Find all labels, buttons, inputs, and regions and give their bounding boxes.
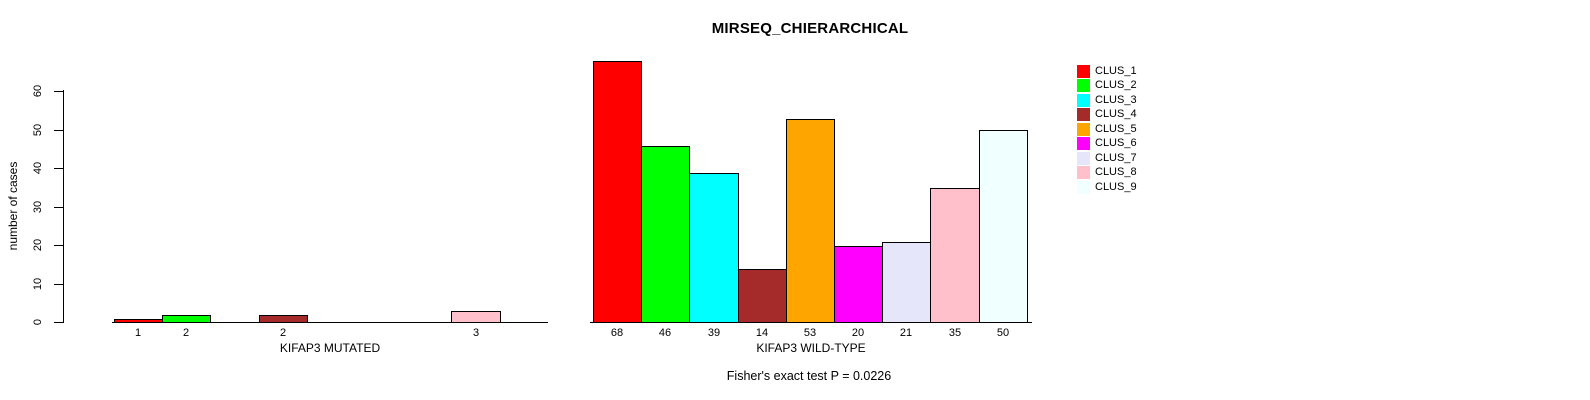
y-tick — [54, 130, 63, 131]
legend-label: CLUS_2 — [1095, 79, 1137, 92]
x-axis-title-mutated: KIFAP3 MUTATED — [279, 341, 381, 355]
legend-row-clus_4: CLUS_4 — [1077, 108, 1137, 123]
legend-label: CLUS_9 — [1095, 180, 1137, 193]
bar-label-mutated-clus_8: 3 — [472, 327, 480, 339]
legend-swatch-clus_3 — [1077, 93, 1090, 107]
legend-swatch-clus_9 — [1077, 180, 1090, 194]
legend-row-clus_1: CLUS_1 — [1077, 64, 1137, 79]
legend-row-clus_8: CLUS_8 — [1077, 166, 1137, 181]
legend-label: CLUS_7 — [1095, 151, 1137, 164]
bar-label-wildtype-clus_7: 21 — [899, 327, 913, 339]
bar-label-mutated-clus_2: 2 — [182, 327, 190, 339]
bar-label-wildtype-clus_2: 46 — [658, 327, 672, 339]
fisher-test-note: Fisher's exact test P = 0.0226 — [726, 369, 892, 383]
bar-label-wildtype-clus_4: 14 — [755, 327, 769, 339]
legend-swatch-clus_5 — [1077, 122, 1090, 136]
y-tick — [54, 207, 63, 208]
y-tick — [54, 91, 63, 92]
bar-label-wildtype-clus_9: 50 — [996, 327, 1010, 339]
chart-title: MIRSEQ_CHIERARCHICAL — [711, 20, 909, 37]
bar-label-wildtype-clus_8: 35 — [948, 327, 962, 339]
bar-wildtype-clus_6 — [834, 246, 883, 323]
bar-label-wildtype-clus_1: 68 — [610, 327, 624, 339]
bar-wildtype-clus_9 — [979, 130, 1028, 323]
legend: CLUS_1 CLUS_2 CLUS_3 CLUS_4 CLUS_5 CLUS_6 CLUS… — [1077, 64, 1137, 195]
bar-label-mutated-clus_4: 2 — [279, 327, 287, 339]
bar-mutated-clus_1 — [114, 319, 163, 323]
y-tick — [54, 245, 63, 246]
legend-swatch-clus_1 — [1077, 64, 1090, 78]
x-axis-title-wildtype: KIFAP3 WILD-TYPE — [756, 341, 866, 355]
legend-row-clus_3: CLUS_3 — [1077, 93, 1137, 108]
bar-label-mutated-clus_1: 1 — [134, 327, 142, 339]
bar-label-wildtype-clus_5: 53 — [803, 327, 817, 339]
bar-mutated-clus_8 — [451, 311, 501, 323]
bar-label-wildtype-clus_3: 39 — [707, 327, 721, 339]
bar-wildtype-clus_5 — [786, 119, 835, 323]
y-tick — [54, 284, 63, 285]
legend-row-clus_5: CLUS_5 — [1077, 122, 1137, 137]
bar-mutated-clus_4 — [259, 315, 308, 323]
legend-swatch-clus_8 — [1077, 166, 1090, 180]
legend-row-clus_2: CLUS_2 — [1077, 79, 1137, 94]
bar-wildtype-clus_8 — [930, 188, 980, 323]
bar-wildtype-clus_2 — [641, 146, 690, 323]
x-baseline-mutated — [112, 322, 548, 323]
legend-swatch-clus_7 — [1077, 151, 1090, 165]
y-axis-line — [63, 90, 64, 323]
bar-wildtype-clus_3 — [689, 173, 739, 323]
y-tick — [54, 322, 63, 323]
legend-swatch-clus_2 — [1077, 79, 1090, 93]
legend-label: CLUS_1 — [1095, 64, 1137, 77]
legend-label: CLUS_5 — [1095, 122, 1137, 135]
legend-label: CLUS_4 — [1095, 108, 1137, 121]
legend-row-clus_9: CLUS_9 — [1077, 180, 1137, 195]
y-tick — [54, 168, 63, 169]
legend-row-clus_7: CLUS_7 — [1077, 151, 1137, 166]
legend-label: CLUS_3 — [1095, 93, 1137, 106]
bar-label-wildtype-clus_6: 20 — [851, 327, 865, 339]
legend-swatch-clus_4 — [1077, 108, 1090, 122]
bar-wildtype-clus_1 — [593, 61, 642, 323]
legend-label: CLUS_6 — [1095, 137, 1137, 150]
bar-wildtype-clus_7 — [882, 242, 931, 323]
bar-wildtype-clus_4 — [738, 269, 787, 323]
bar-mutated-clus_2 — [162, 315, 211, 323]
legend-row-clus_6: CLUS_6 — [1077, 137, 1137, 152]
legend-swatch-clus_6 — [1077, 137, 1090, 151]
legend-label: CLUS_8 — [1095, 166, 1137, 179]
